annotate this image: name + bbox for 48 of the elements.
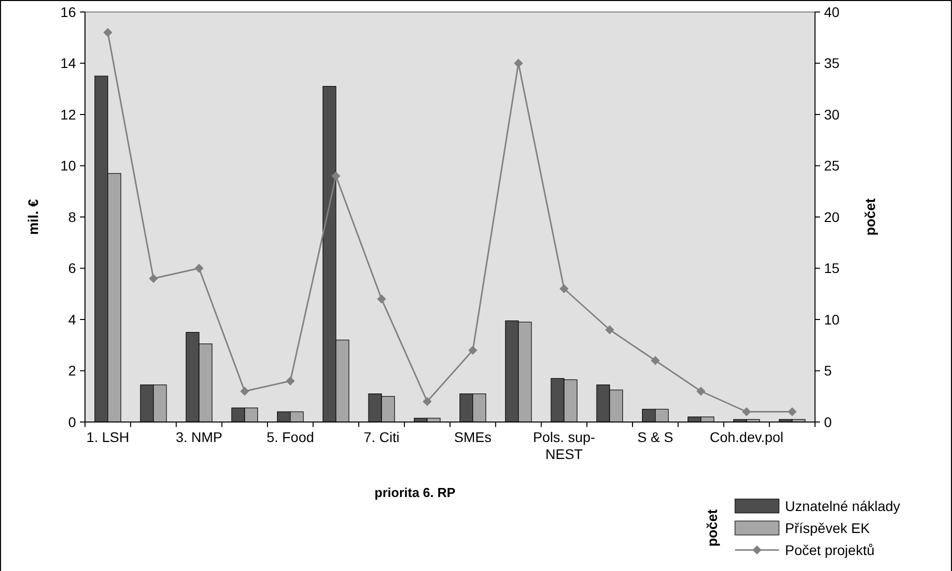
x-tick-label: 7. Citi (364, 429, 400, 445)
point (194, 264, 204, 273)
point (422, 397, 432, 406)
x-tick-label: 3. NMP (176, 429, 222, 445)
x-tick-label: SMEs (454, 429, 492, 445)
x-tick-label: 5. Food (266, 429, 314, 445)
point (286, 376, 295, 386)
y2-axis-title: počet (862, 198, 878, 236)
y2-tick-label: 30 (824, 106, 840, 122)
y2-tick-label: 40 (824, 4, 840, 20)
y2-tick-label: 10 (824, 311, 840, 328)
y2-tick-label: 15 (824, 260, 840, 276)
legend-label: Počet projektů (785, 542, 874, 558)
point (605, 325, 614, 334)
legend-label: Příspěvek EK (785, 520, 870, 536)
y-tick-label: 12 (60, 106, 76, 122)
y2-tick-label: 0 (824, 414, 832, 430)
y-tick-label: 16 (60, 4, 76, 20)
x-tick-label: S & S (637, 429, 674, 445)
point (560, 284, 569, 294)
y-tick-label: 6 (68, 260, 76, 276)
point (788, 407, 797, 416)
y2-tick-label: 35 (824, 55, 840, 72)
text: počet (704, 508, 720, 547)
y-tick-label: 4 (68, 311, 76, 328)
point (468, 346, 478, 355)
x-tick-label: Coh.dev.pol (710, 429, 784, 445)
y2-tick-label: 25 (824, 158, 840, 174)
point (696, 386, 706, 396)
legend-label: Uznatelné náklady (785, 498, 900, 514)
y-tick-label: 10 (60, 158, 76, 174)
point (331, 172, 340, 180)
x-tick-label: 1. LSH (86, 429, 130, 445)
y-tick-label: 0 (68, 414, 76, 430)
point (240, 386, 250, 396)
point (650, 356, 660, 365)
y2-tick-label: 5 (824, 362, 832, 379)
point (148, 274, 158, 283)
y-tick-label: 2 (68, 362, 76, 379)
y2-tick-label: 20 (824, 208, 840, 225)
point (742, 407, 752, 416)
y-tick-label: 14 (60, 55, 76, 72)
x-tick-label: Pols. sup-NEST (532, 429, 596, 462)
y-tick-label: 8 (68, 208, 76, 225)
point (377, 294, 386, 304)
point (103, 28, 112, 37)
x-axis-title: priorita 6. RP (374, 485, 456, 500)
y-axis-title: mil. € (25, 198, 41, 235)
